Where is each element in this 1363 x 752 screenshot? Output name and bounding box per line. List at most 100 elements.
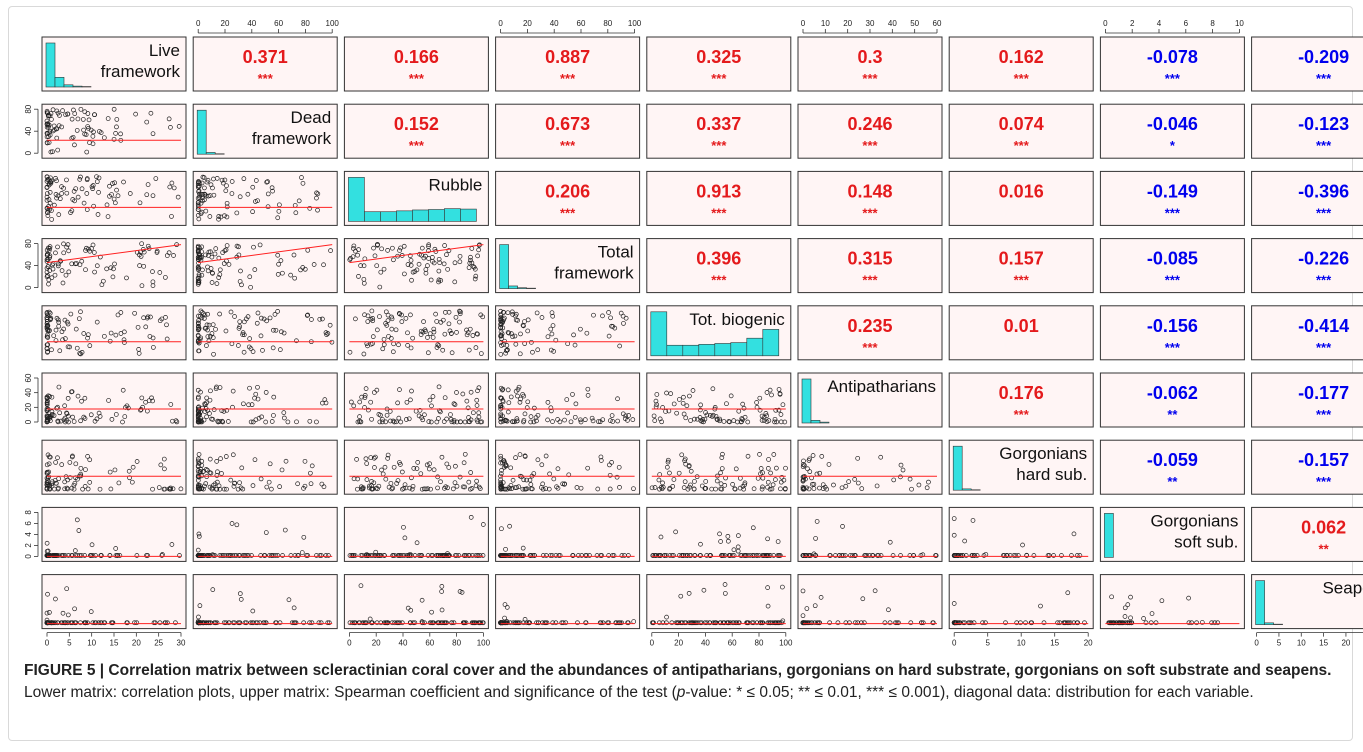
scatter-point bbox=[515, 393, 520, 399]
scatter-point bbox=[82, 416, 88, 421]
scatter-point bbox=[499, 526, 504, 532]
panel-2-2: Rubble bbox=[343, 170, 489, 226]
scatter-point bbox=[113, 546, 119, 551]
scatter-point bbox=[139, 241, 144, 247]
scatter-point bbox=[809, 481, 815, 487]
scatter-point bbox=[82, 553, 88, 558]
scatter-point bbox=[80, 117, 86, 122]
scatter-point bbox=[720, 451, 725, 457]
scatter-point bbox=[347, 620, 353, 626]
scatter-point bbox=[371, 455, 377, 461]
scatter-point bbox=[288, 553, 294, 558]
scatter-point bbox=[407, 485, 413, 491]
scatter-point bbox=[309, 620, 315, 626]
scatter-point bbox=[347, 349, 353, 355]
scatter-point bbox=[428, 277, 434, 283]
panel-box bbox=[41, 574, 187, 630]
scatter-point bbox=[250, 419, 256, 425]
scatter-point bbox=[219, 418, 225, 424]
scatter-point bbox=[327, 322, 333, 328]
scatter-point bbox=[534, 418, 539, 424]
scatter-point bbox=[782, 419, 788, 425]
significance-stars: *** bbox=[862, 273, 878, 288]
scatter-point bbox=[562, 417, 567, 423]
scatter-point bbox=[95, 212, 101, 217]
scatter-point bbox=[681, 394, 686, 400]
scatter-point bbox=[543, 553, 549, 558]
scatter-point bbox=[198, 211, 204, 217]
scatter-point bbox=[765, 603, 771, 609]
scatter-point bbox=[280, 270, 285, 276]
scatter-point bbox=[398, 419, 404, 425]
scatter-point bbox=[422, 620, 427, 626]
scatter-point bbox=[505, 310, 511, 316]
tick-label: 20 bbox=[1341, 639, 1350, 648]
scatter-point bbox=[617, 484, 622, 490]
histogram-bar bbox=[714, 343, 732, 357]
scatter-point bbox=[498, 413, 504, 419]
scatter-point bbox=[620, 411, 626, 417]
scatter-point bbox=[361, 263, 367, 269]
correlation-value: 0.371 bbox=[243, 47, 288, 67]
scatter-point bbox=[44, 178, 50, 184]
scatter-point bbox=[351, 403, 357, 409]
scatter-point bbox=[718, 481, 724, 487]
scatter-point bbox=[62, 403, 67, 409]
scatter-point bbox=[434, 553, 439, 558]
scatter-point bbox=[583, 620, 589, 626]
scatter-point bbox=[271, 413, 276, 418]
scatter-point bbox=[120, 419, 125, 425]
scatter-point bbox=[615, 396, 620, 402]
scatter-point bbox=[684, 403, 690, 409]
scatter-point bbox=[817, 470, 823, 476]
tick-label: 40 bbox=[550, 19, 559, 28]
scatter-point bbox=[234, 243, 240, 249]
scatter-point bbox=[718, 539, 723, 544]
scatter-point bbox=[362, 395, 368, 400]
tick-label: 60 bbox=[577, 19, 586, 28]
scatter-point bbox=[390, 349, 396, 355]
scatter-point bbox=[47, 610, 52, 615]
scatter-point bbox=[613, 620, 619, 626]
scatter-point bbox=[702, 486, 708, 491]
histogram-bar bbox=[348, 177, 365, 222]
scatter-point bbox=[260, 348, 265, 353]
scatter-point bbox=[113, 332, 119, 338]
scatter-point bbox=[446, 248, 452, 253]
scatter-point bbox=[478, 312, 484, 318]
scatter-point bbox=[607, 462, 612, 468]
scatter-point bbox=[247, 336, 253, 341]
scatter-point bbox=[51, 333, 57, 339]
scatter-point bbox=[457, 311, 463, 317]
scatter-point bbox=[173, 418, 179, 424]
scatter-point bbox=[697, 407, 703, 413]
scatter-point bbox=[800, 620, 806, 626]
scatter-point bbox=[676, 620, 682, 626]
scatter-point bbox=[301, 534, 307, 540]
panel-box bbox=[343, 103, 489, 159]
scatter-point bbox=[554, 484, 559, 490]
scatter-point bbox=[417, 251, 423, 257]
scatter-point bbox=[383, 476, 389, 482]
scatter-point bbox=[778, 412, 784, 417]
scatter-point bbox=[843, 620, 849, 626]
scatter-point bbox=[361, 276, 367, 282]
scatter-point bbox=[166, 116, 172, 122]
panel-box bbox=[41, 170, 187, 226]
tick-label: 0 bbox=[801, 19, 806, 28]
scatter-point bbox=[145, 243, 151, 249]
scatter-point bbox=[126, 468, 132, 474]
scatter-point bbox=[59, 191, 65, 196]
panel-box bbox=[1251, 238, 1363, 294]
scatter-point bbox=[266, 479, 272, 485]
scatter-point bbox=[451, 419, 457, 425]
scatter-point bbox=[390, 553, 395, 558]
scatter-point bbox=[550, 313, 556, 319]
panel-5-2 bbox=[343, 372, 489, 428]
scatter-point bbox=[156, 485, 162, 490]
scatter-point bbox=[667, 486, 672, 492]
panel-box bbox=[495, 103, 641, 159]
scatter-point bbox=[539, 462, 545, 468]
scatter-point bbox=[736, 620, 742, 626]
tick-label: 100 bbox=[326, 19, 340, 28]
